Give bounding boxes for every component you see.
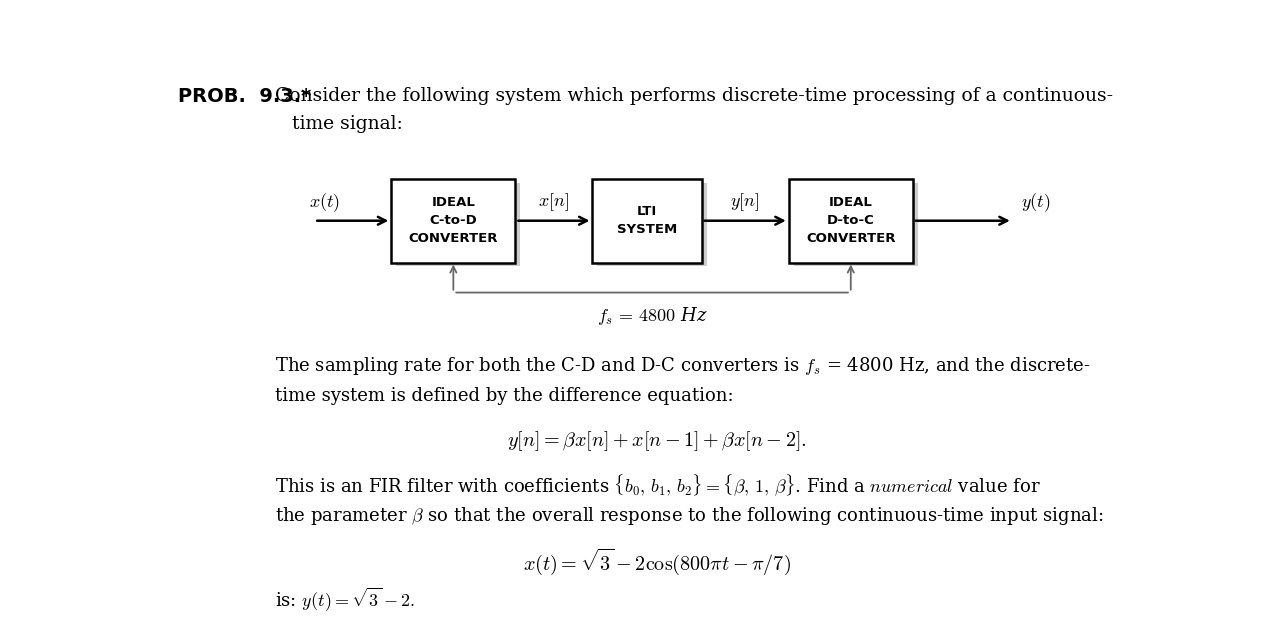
Text: IDEAL
C-to-D
CONVERTER: IDEAL C-to-D CONVERTER [409,196,499,245]
Text: This is an FIR filter with coefficients $\{b_0,\,b_1,\,b_2\} = \{\beta,\,1,\,\be: This is an FIR filter with coefficients … [274,472,1040,498]
Text: PROB.  9.3.*: PROB. 9.3.* [178,86,312,106]
Text: $x[n]$: $x[n]$ [538,192,569,213]
Text: $f_s\,=\,4800$ Hz: $f_s\,=\,4800$ Hz [596,305,708,327]
Text: the parameter $\beta$ so that the overall response to the following continuous-t: the parameter $\beta$ so that the overal… [274,504,1103,527]
Text: $x(t) = \sqrt{3} - 2\cos(800\pi t - \pi/7)$: $x(t) = \sqrt{3} - 2\cos(800\pi t - \pi/… [523,546,791,577]
Text: $x(t)$: $x(t)$ [309,191,340,214]
Text: $y[n] = \beta x[n] + x[n-1] + \beta x[n-2].$: $y[n] = \beta x[n] + x[n-1] + \beta x[n-… [508,429,806,453]
FancyBboxPatch shape [391,179,515,262]
Text: $y(t)$: $y(t)$ [1020,191,1050,214]
Text: time system is defined by the difference equation:: time system is defined by the difference… [274,388,733,406]
Text: The sampling rate for both the C-D and D-C converters is $f_s$ = 4800 Hz, and th: The sampling rate for both the C-D and D… [274,355,1090,377]
Text: time signal:: time signal: [292,115,403,133]
FancyBboxPatch shape [788,179,913,262]
Text: $y[n]$: $y[n]$ [731,192,760,213]
FancyBboxPatch shape [592,179,701,262]
Text: Consider the following system which performs discrete-time processing of a conti: Consider the following system which perf… [274,86,1113,104]
FancyBboxPatch shape [396,183,520,266]
Text: is: $y(t) = \sqrt{3} - 2.$: is: $y(t) = \sqrt{3} - 2.$ [274,585,414,613]
FancyBboxPatch shape [794,183,918,266]
FancyBboxPatch shape [597,183,706,266]
Text: LTI
SYSTEM: LTI SYSTEM [617,205,677,236]
Text: IDEAL
D-to-C
CONVERTER: IDEAL D-to-C CONVERTER [806,196,896,245]
